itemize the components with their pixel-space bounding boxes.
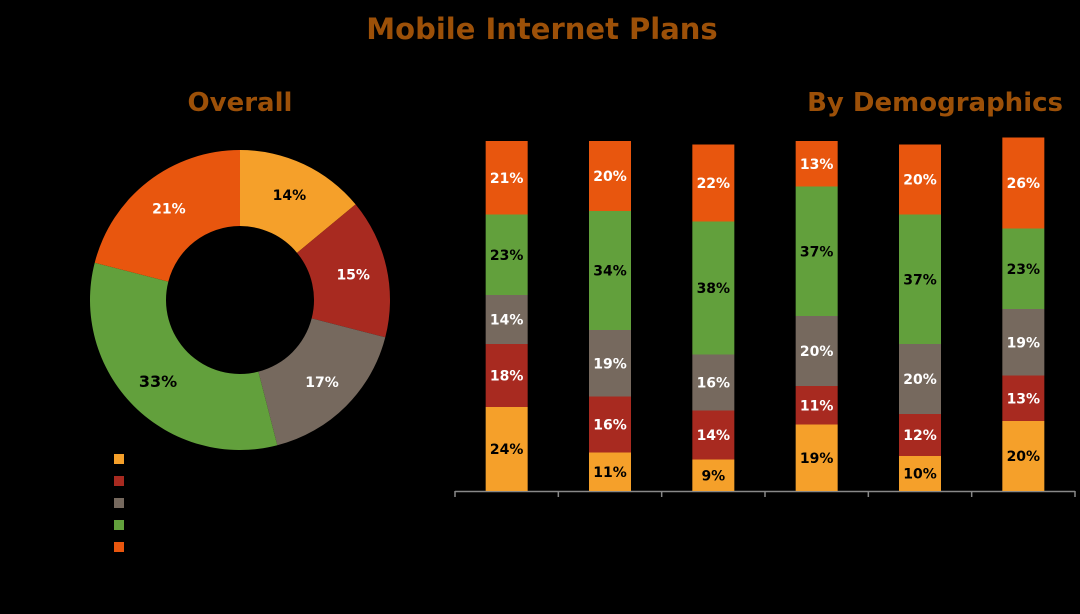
bar-data-label: 11% — [800, 398, 834, 414]
bar-segment — [589, 330, 631, 397]
bar-data-label: 20% — [903, 372, 937, 388]
bar-data-label: 14% — [490, 313, 524, 329]
donut-legend — [114, 454, 124, 552]
bar-data-label: 20% — [593, 169, 627, 185]
bar-data-label: 18% — [490, 369, 524, 385]
bar-segment — [589, 452, 631, 491]
donut-data-label: 14% — [273, 188, 307, 204]
bar-data-label: 20% — [800, 344, 834, 360]
donut-segment — [258, 318, 386, 446]
bar-data-label: 16% — [593, 418, 627, 434]
bar-data-label: 13% — [800, 157, 834, 173]
bar-data-label: 34% — [593, 264, 627, 280]
donut-segment — [297, 204, 391, 338]
legend-swatch — [114, 520, 124, 530]
bar-data-label: 11% — [593, 465, 627, 481]
bar-chart-title: By Demographics — [807, 88, 1063, 118]
bar-data-label: 24% — [490, 442, 524, 458]
donut-segment — [240, 150, 356, 253]
bar-data-label: 26% — [1007, 176, 1041, 192]
bar-segment — [1002, 421, 1045, 491]
bar-data-label: 9% — [701, 468, 725, 484]
bar-segment — [899, 414, 941, 456]
legend-swatch — [114, 542, 124, 552]
bar-data-label: 13% — [1007, 391, 1041, 407]
bar-segment — [1002, 137, 1045, 229]
bar-segment — [795, 186, 838, 316]
donut-data-label: 15% — [336, 268, 370, 284]
bar-segment — [795, 141, 838, 187]
bar-data-label: 38% — [697, 281, 731, 297]
donut-segment — [89, 262, 278, 450]
donut-data-label: 21% — [152, 201, 186, 217]
bar-segment — [1002, 375, 1045, 421]
bar-segment — [899, 214, 941, 344]
bar-data-label: 14% — [697, 428, 731, 444]
legend-swatch — [114, 498, 124, 508]
bar-data-label: 23% — [490, 248, 524, 264]
bar-segment — [1002, 309, 1045, 376]
bar-data-label: 16% — [697, 376, 731, 392]
bar-data-label: 22% — [697, 176, 731, 192]
legend-swatch — [114, 454, 124, 464]
bar-segment — [485, 295, 528, 344]
bar-segment — [589, 396, 631, 453]
bar-segment — [795, 316, 838, 386]
donut-chart: 14% 15% 17% 33% 21% — [89, 150, 391, 450]
bar-segment — [692, 354, 735, 411]
stacked-bar-chart: 24% 18% 14% 23% 21% 11% 16% 19% 34% 20% 9% 14% 16% 38… — [454, 137, 1076, 497]
bar-data-label: 19% — [1007, 335, 1041, 351]
bar-segment — [589, 141, 631, 211]
bar-segment — [795, 424, 838, 491]
bar-data-label: 20% — [903, 173, 937, 189]
bar-segment — [899, 144, 941, 215]
bar-data-label: 19% — [800, 451, 834, 467]
donut-chart-title: Overall — [188, 88, 293, 118]
bar-data-label: 37% — [903, 272, 937, 288]
bar-segment — [795, 386, 838, 425]
bar-segment — [692, 459, 735, 491]
bar-data-label: 37% — [800, 244, 834, 260]
bar-segment — [899, 456, 941, 491]
bar-segment — [485, 214, 528, 295]
bar-segment — [692, 410, 735, 460]
donut-segment — [94, 150, 240, 282]
bar-segment — [692, 144, 735, 222]
donut-data-label: 17% — [305, 375, 339, 391]
bar-segment — [1002, 228, 1045, 309]
bar-segment — [589, 211, 631, 330]
bar-data-label: 23% — [1007, 262, 1041, 278]
bar-data-label: 12% — [903, 428, 937, 444]
bar-segment — [485, 141, 528, 215]
legend-swatch — [114, 476, 124, 486]
bar-data-label: 10% — [903, 467, 937, 483]
page-title: Mobile Internet Plans — [366, 12, 717, 46]
bar-data-label: 19% — [593, 356, 627, 372]
donut-data-label: 33% — [139, 372, 177, 391]
bar-data-label: 21% — [490, 171, 524, 187]
bar-data-label: 20% — [1007, 449, 1041, 465]
bar-segment — [485, 344, 528, 407]
bar-segment — [899, 344, 941, 414]
bar-segment — [692, 221, 735, 355]
bar-segment — [485, 407, 528, 491]
